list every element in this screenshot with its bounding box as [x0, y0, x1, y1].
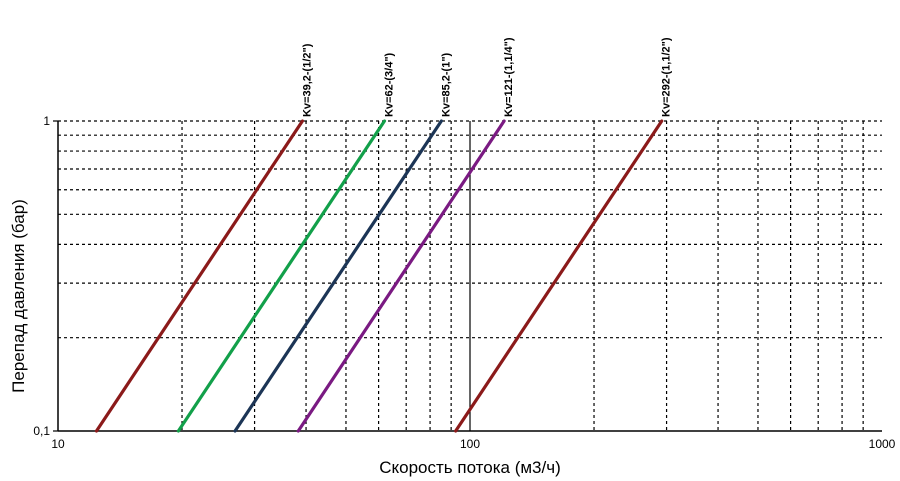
series-label: Kv=39,2-(1/2") [301, 43, 313, 117]
grid [53, 120, 882, 432]
tick-labels: 10 100 1000 0,1 1 [33, 114, 895, 451]
series-label: Kv=292-(1,1/2") [661, 37, 673, 117]
series-line [296, 119, 506, 433]
series-line [94, 119, 305, 433]
y-tick-label: 1 [43, 114, 50, 128]
series-line [176, 119, 387, 433]
series-label: Kv=121-(1,1/4") [503, 37, 515, 117]
y-axis-title: Перепад давления (бар) [9, 199, 28, 393]
series-group: Kv=39,2-(1/2") Kv=62-(3/4") Kv=85,2-(1") Kv… [94, 37, 673, 433]
series-label: Kv=85,2-(1") [440, 52, 452, 117]
series-line [454, 119, 664, 433]
y-tick-label: 0,1 [33, 424, 50, 438]
x-tick-label: 1000 [869, 437, 896, 451]
x-tick-label: 10 [51, 437, 65, 451]
series-line [233, 119, 443, 433]
x-tick-label: 100 [460, 437, 480, 451]
x-axis-title: Скорость потока (м3/ч) [379, 458, 561, 477]
series-label: Kv=62-(3/4") [383, 52, 395, 117]
